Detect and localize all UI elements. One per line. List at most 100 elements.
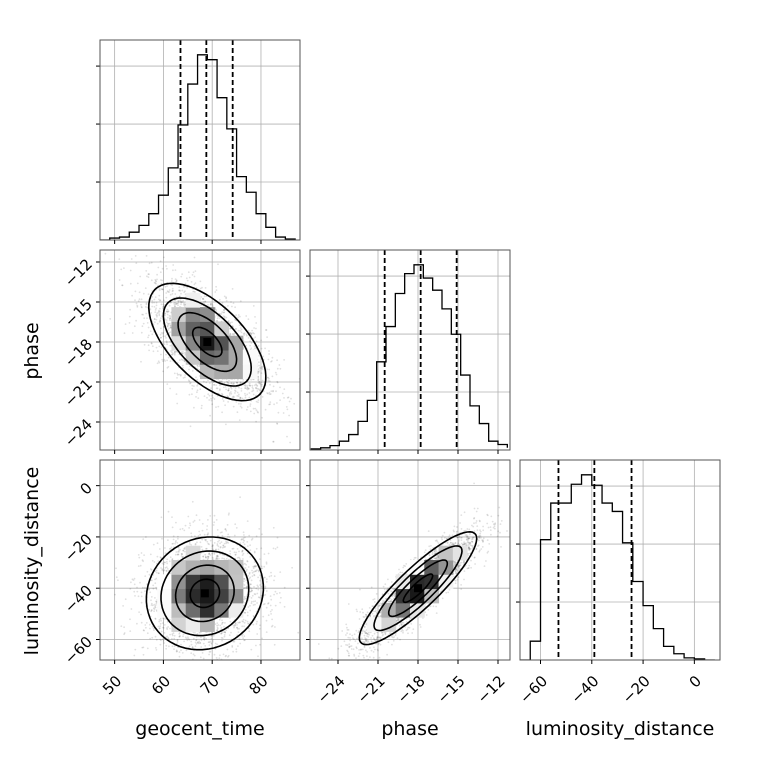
sample-point xyxy=(221,541,223,543)
sample-point xyxy=(168,323,170,325)
sample-point xyxy=(252,538,254,540)
sample-point xyxy=(190,641,192,643)
sample-point xyxy=(181,553,183,555)
sample-point xyxy=(222,622,224,624)
sample-point xyxy=(280,597,282,599)
sample-point xyxy=(245,609,247,611)
sample-point xyxy=(96,271,98,273)
sample-point xyxy=(224,404,226,406)
sample-point xyxy=(212,305,214,307)
sample-point xyxy=(220,532,222,534)
sample-point xyxy=(236,651,238,653)
sample-point xyxy=(253,413,255,415)
sample-point xyxy=(148,327,150,329)
sample-point xyxy=(225,530,227,532)
sample-point xyxy=(159,625,161,627)
sample-point xyxy=(160,271,162,273)
sample-point xyxy=(189,522,191,524)
sample-point xyxy=(177,303,179,305)
sample-point xyxy=(141,647,143,649)
sample-point xyxy=(174,293,176,295)
sample-point xyxy=(217,317,219,319)
sample-point xyxy=(160,354,162,356)
sample-point xyxy=(225,629,227,631)
panel-background xyxy=(100,40,300,240)
sample-point xyxy=(243,619,245,621)
sample-point xyxy=(276,423,278,425)
sample-point xyxy=(256,409,258,411)
sample-point xyxy=(200,541,202,543)
sample-point xyxy=(168,311,170,313)
sample-point xyxy=(277,537,279,539)
sample-point xyxy=(239,638,241,640)
sample-point xyxy=(279,387,281,389)
sample-point xyxy=(180,299,182,301)
sample-point xyxy=(237,392,239,394)
sample-point xyxy=(207,519,209,521)
sample-point xyxy=(273,548,275,550)
sample-point xyxy=(215,549,217,551)
sample-point xyxy=(227,305,229,307)
sample-point xyxy=(242,558,244,560)
sample-point xyxy=(195,645,197,647)
sample-point xyxy=(251,597,253,599)
sample-point xyxy=(129,309,131,311)
sample-point xyxy=(177,538,179,540)
sample-point xyxy=(145,270,147,272)
sample-point xyxy=(221,640,223,642)
y-tick-label-phase: −12 xyxy=(61,255,96,290)
sample-point xyxy=(249,345,251,347)
sample-point xyxy=(215,406,217,408)
sample-point xyxy=(271,619,273,621)
sample-point xyxy=(179,656,181,658)
sample-point xyxy=(143,554,145,556)
sample-point xyxy=(266,336,268,338)
sample-point xyxy=(268,353,270,355)
sample-point xyxy=(166,321,168,323)
sample-point xyxy=(270,572,272,574)
sample-point xyxy=(265,409,267,411)
sample-point xyxy=(251,602,253,604)
sample-point xyxy=(191,644,193,646)
sample-point xyxy=(149,628,151,630)
sample-point xyxy=(176,542,178,544)
sample-point xyxy=(168,645,170,647)
sample-point xyxy=(176,651,178,653)
sample-point xyxy=(173,539,175,541)
sample-point xyxy=(273,441,275,443)
sample-point xyxy=(273,580,275,582)
sample-point xyxy=(236,527,238,529)
sample-point xyxy=(194,687,196,689)
sample-point xyxy=(270,575,272,577)
sample-point xyxy=(165,567,167,569)
sample-point xyxy=(191,388,193,390)
sample-point xyxy=(188,271,190,273)
sample-point xyxy=(205,661,207,663)
sample-point xyxy=(159,628,161,630)
sample-point xyxy=(267,377,269,379)
sample-point xyxy=(231,388,233,390)
sample-point xyxy=(235,401,237,403)
sample-point xyxy=(270,390,272,392)
sample-point xyxy=(203,658,205,660)
sample-point xyxy=(228,383,230,385)
sample-point xyxy=(240,397,242,399)
sample-point xyxy=(155,636,157,638)
sample-point xyxy=(210,540,212,542)
sample-point xyxy=(239,496,241,498)
sample-point xyxy=(174,543,176,545)
sample-point xyxy=(151,300,153,302)
sample-point xyxy=(230,333,232,335)
sample-point xyxy=(174,305,176,307)
sample-point xyxy=(284,606,286,608)
sample-point xyxy=(182,365,184,367)
sample-point xyxy=(189,645,191,647)
sample-point xyxy=(181,273,183,275)
sample-point xyxy=(166,563,168,565)
sample-point xyxy=(129,588,131,590)
sample-point xyxy=(279,592,281,594)
sample-point xyxy=(256,602,258,604)
y-tick-label-phase: −15 xyxy=(61,295,96,330)
sample-point xyxy=(204,645,206,647)
sample-point xyxy=(190,382,192,384)
